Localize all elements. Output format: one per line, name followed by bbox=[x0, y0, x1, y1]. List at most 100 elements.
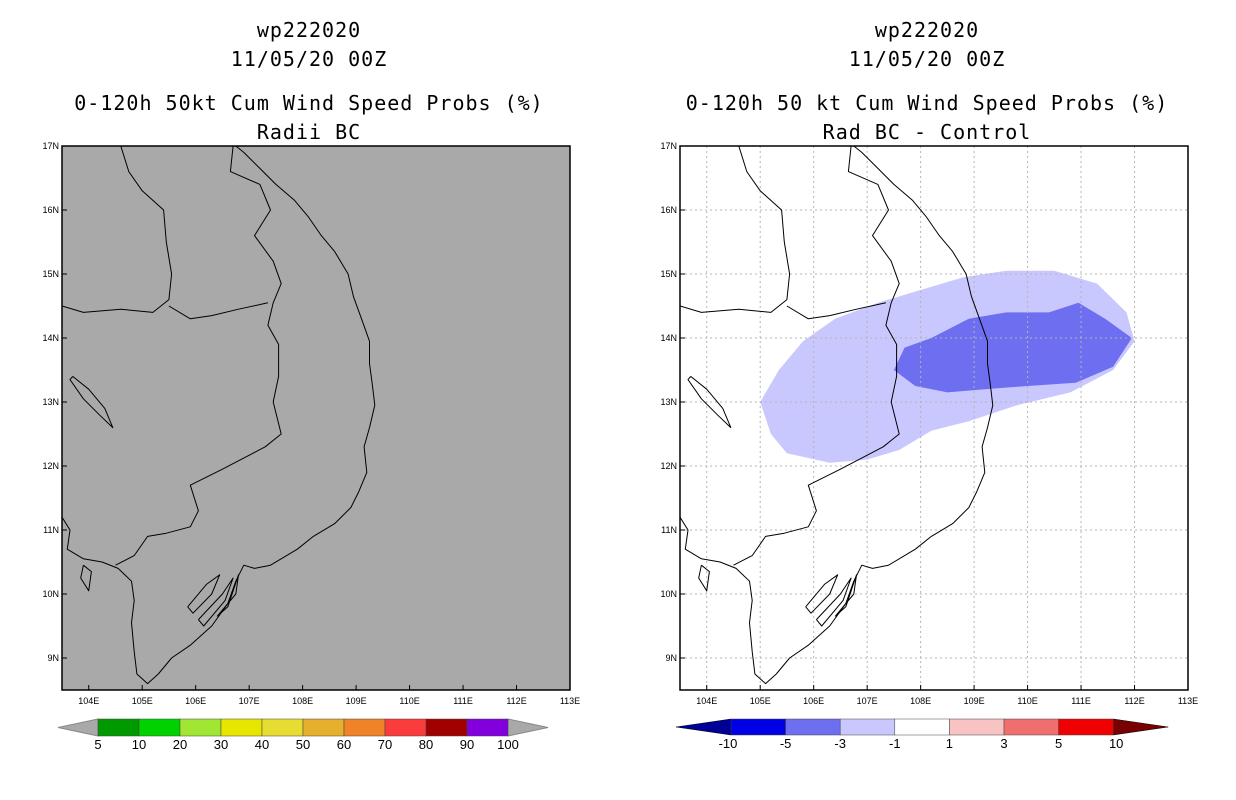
left-tonle-sap-lake bbox=[69, 376, 114, 429]
right-border-vietnam bbox=[733, 146, 900, 566]
right-y-tick-label-7: 16N bbox=[660, 205, 677, 215]
left-x-tick-label-9: 113E bbox=[560, 696, 580, 706]
left-x-tick-label-7: 111E bbox=[453, 696, 473, 706]
right-x-tick-label-5: 109E bbox=[964, 696, 985, 706]
left-colorbar-label-8: 80 bbox=[419, 737, 433, 752]
left-map-background bbox=[62, 146, 570, 690]
left-colorbar-swatch-8 bbox=[425, 718, 468, 737]
right-chart-panel: wp222020 11/05/20 00Z 0-120h 50 kt Cum W… bbox=[618, 0, 1236, 800]
right-delta-channel-2 bbox=[834, 574, 857, 617]
right-colorbar-swatch-3 bbox=[894, 718, 950, 736]
left-title-line-1: wp222020 bbox=[256, 18, 362, 42]
left-plot-frame bbox=[61, 145, 571, 691]
left-delta-channel-0 bbox=[187, 574, 221, 614]
right-border-cambodia-laos bbox=[786, 302, 887, 320]
right-colorbar-label-3: -1 bbox=[889, 736, 901, 751]
right-border-laos-thailand bbox=[680, 146, 791, 313]
left-colorbar-label-0: 5 bbox=[94, 737, 101, 752]
right-colorbar-label-2: -3 bbox=[834, 736, 846, 751]
left-title-line-4: Radii BC bbox=[256, 120, 362, 144]
right-y-tick-label-3: 12N bbox=[660, 461, 677, 471]
left-title-line-3: 0-120h 50kt Cum Wind Speed Probs (%) bbox=[74, 91, 544, 115]
left-colorbar-label-9: 90 bbox=[460, 737, 474, 752]
right-colorbar-label-0: -10 bbox=[719, 736, 738, 751]
right-colorbar-low-end bbox=[675, 718, 732, 736]
right-delta-channel-0 bbox=[805, 574, 839, 614]
right-tonle-sap-lake bbox=[687, 376, 732, 429]
left-colorbar-label-3: 30 bbox=[214, 737, 228, 752]
right-y-tick-label-0: 9N bbox=[665, 653, 677, 663]
left-y-tick-label-3: 12N bbox=[42, 461, 59, 471]
right-coastline bbox=[680, 146, 994, 685]
right-title-line-4: Rad BC - Control bbox=[822, 120, 1032, 144]
left-colorbar-swatch-9 bbox=[466, 718, 509, 737]
left-x-tick-label-5: 109E bbox=[346, 696, 367, 706]
left-colorbar-high-end bbox=[507, 718, 549, 737]
right-colorbar-swatch-0 bbox=[730, 718, 786, 736]
left-y-tick-label-8: 17N bbox=[42, 141, 59, 151]
left-border-cambodia-laos bbox=[168, 302, 269, 320]
right-phu-quoc-island bbox=[698, 564, 710, 592]
left-x-tick-label-4: 108E bbox=[292, 696, 313, 706]
left-coastline bbox=[62, 146, 376, 685]
right-colorbar-label-1: -5 bbox=[780, 736, 792, 751]
right-delta-channel-1 bbox=[816, 577, 852, 627]
right-colorbar-label-7: 10 bbox=[1109, 736, 1123, 751]
left-delta-channel-2 bbox=[216, 574, 239, 617]
right-x-tick-label-6: 110E bbox=[1017, 696, 1037, 706]
left-y-tick-label-7: 16N bbox=[42, 205, 59, 215]
right-map-svg: 104E 105E 106E 107E 108E 109E 110E 111E 112E 113E… bbox=[660, 141, 1198, 751]
right-colorbar-label-4: 1 bbox=[946, 736, 953, 751]
left-colorbar-swatch-0 bbox=[97, 718, 140, 737]
right-colorbar-high-end bbox=[1112, 718, 1169, 736]
left-title-line-2: 11/05/20 00Z bbox=[230, 47, 388, 71]
left-colorbar-label-4: 40 bbox=[255, 737, 269, 752]
right-x-tick-label-4: 108E bbox=[910, 696, 931, 706]
right-x-tick-label-0: 104E bbox=[696, 696, 717, 706]
left-x-tick-label-0: 104E bbox=[78, 696, 99, 706]
left-colorbar-swatch-3 bbox=[220, 718, 263, 737]
right-x-tick-label-8: 112E bbox=[1124, 696, 1144, 706]
right-colorbar-label-5: 3 bbox=[1000, 736, 1007, 751]
left-x-tick-label-8: 112E bbox=[506, 696, 526, 706]
right-title-line-2: 11/05/20 00Z bbox=[848, 47, 1006, 71]
left-border-vietnam bbox=[115, 146, 282, 566]
right-y-tick-label-8: 17N bbox=[660, 141, 677, 151]
right-colorbar: -10 -5 -3 -1 1 3 5 10 bbox=[675, 718, 1169, 751]
left-colorbar-label-6: 60 bbox=[337, 737, 351, 752]
left-colorbar-label-5: 50 bbox=[296, 737, 310, 752]
left-y-tick-label-0: 9N bbox=[47, 653, 59, 663]
left-y-tick-label-5: 14N bbox=[42, 333, 59, 343]
right-y-tick-label-6: 15N bbox=[660, 269, 677, 279]
right-title-line-1: wp222020 bbox=[874, 18, 980, 42]
right-x-tick-label-9: 113E bbox=[1178, 696, 1198, 706]
right-colorbar-swatch-2 bbox=[839, 718, 896, 736]
left-border-laos-thailand bbox=[62, 146, 173, 313]
left-colorbar-swatch-7 bbox=[384, 718, 427, 737]
left-x-tick-label-6: 110E bbox=[399, 696, 419, 706]
right-x-tick-label-1: 105E bbox=[750, 696, 771, 706]
left-colorbar-swatch-1 bbox=[138, 718, 181, 737]
left-map-content bbox=[62, 146, 376, 685]
left-colorbar-swatch-5 bbox=[302, 718, 345, 737]
right-y-tick-label-4: 13N bbox=[660, 397, 677, 407]
left-map-svg: 104E 105E 106E 107E 108E 109E 110E 111E 112E 113E… bbox=[42, 141, 580, 752]
right-colorbar-swatch-4 bbox=[949, 718, 1005, 736]
right-colorbar-label-6: 5 bbox=[1055, 736, 1062, 751]
left-colorbar-label-10: 100 bbox=[497, 737, 519, 752]
left-x-tick-label-3: 107E bbox=[239, 696, 260, 706]
left-delta-channel-1 bbox=[198, 577, 234, 627]
left-colorbar-label-7: 70 bbox=[378, 737, 392, 752]
right-colorbar-swatch-1 bbox=[785, 718, 841, 736]
right-map-content bbox=[680, 146, 1188, 690]
left-y-tick-label-4: 13N bbox=[42, 397, 59, 407]
left-y-tick-label-2: 11N bbox=[43, 525, 59, 535]
right-x-tick-label-3: 107E bbox=[857, 696, 878, 706]
left-colorbar-swatch-2 bbox=[179, 718, 222, 737]
right-title-line-3: 0-120h 50 kt Cum Wind Speed Probs (%) bbox=[685, 91, 1169, 115]
left-map-layer: 104E 105E 106E 107E 108E 109E 110E 111E 112E 113E… bbox=[42, 141, 580, 706]
left-chart-panel: wp222020 11/05/20 00Z 0-120h 50kt Cum Wi… bbox=[42, 18, 580, 752]
right-colorbar-swatch-5 bbox=[1003, 718, 1059, 736]
right-y-tick-label-1: 10N bbox=[660, 589, 677, 599]
left-colorbar: 5 10 20 30 40 50 60 70 80 90 100 bbox=[57, 718, 549, 752]
